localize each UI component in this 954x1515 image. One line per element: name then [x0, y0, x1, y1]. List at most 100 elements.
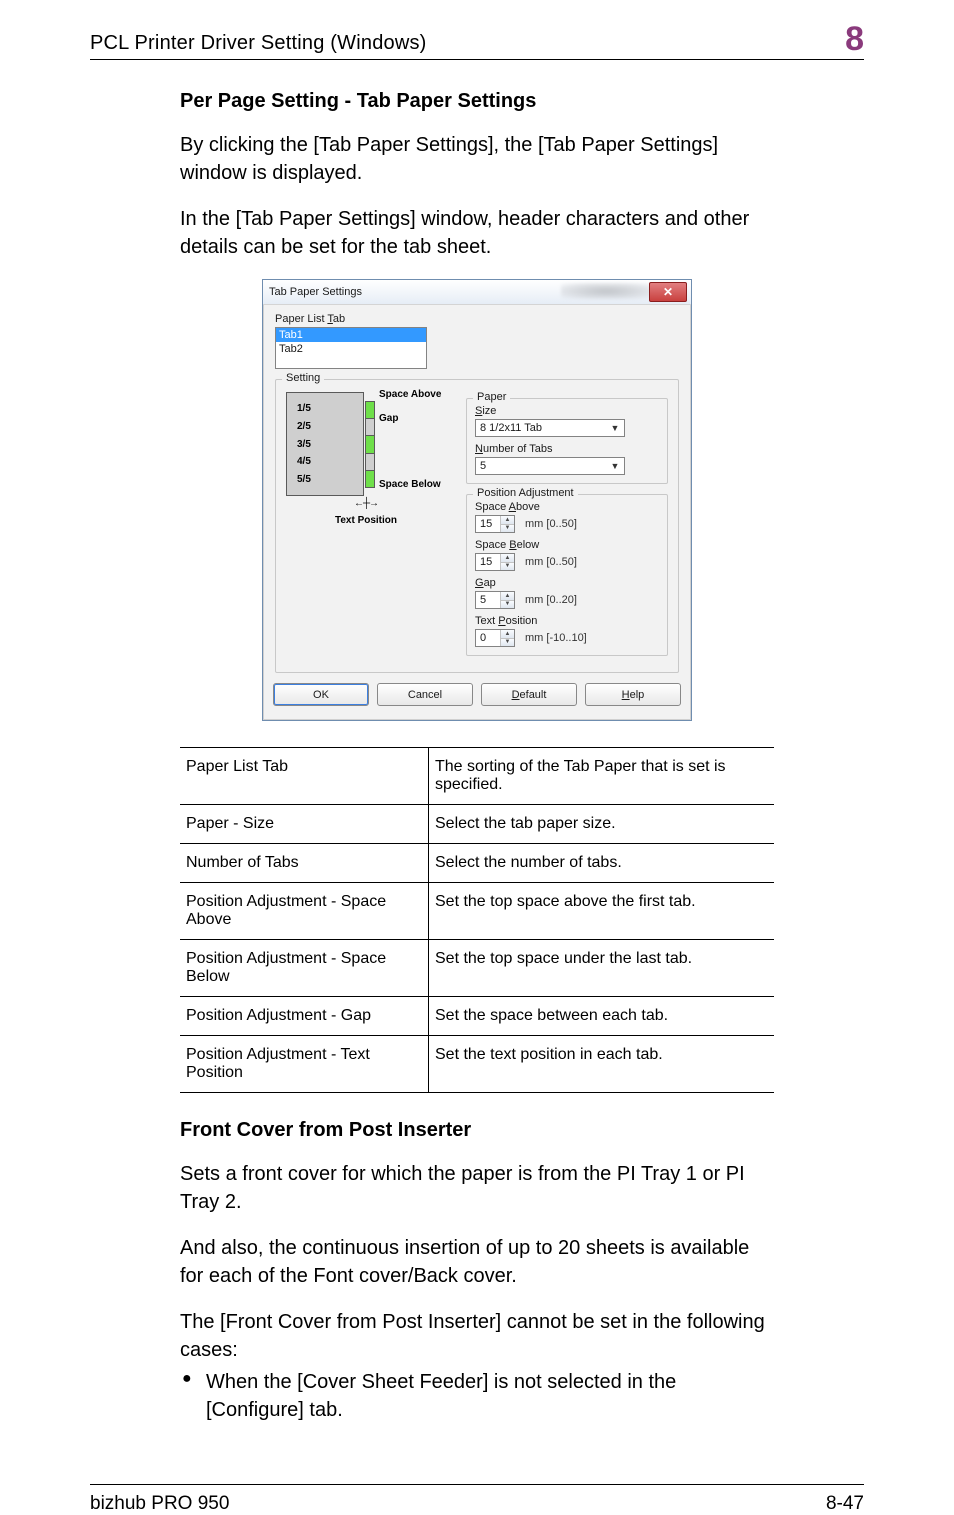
text-position-spin[interactable]: 0 ▲▼ [475, 629, 515, 647]
diagram-tab [365, 435, 375, 453]
paragraph: In the [Tab Paper Settings] window, head… [180, 205, 774, 261]
setting-legend: Setting [282, 372, 324, 384]
chevron-down-icon: ▼ [608, 421, 622, 435]
diagram-arrows: ←┼→ [286, 498, 446, 509]
table-cell-desc: Select the number of tabs. [429, 844, 775, 883]
table-cell-name: Position Adjustment - Gap [180, 997, 429, 1036]
table-cell-name: Number of Tabs [180, 844, 429, 883]
diagram-ann-space-below: Space Below [379, 479, 441, 490]
table-cell-name: Paper List Tab [180, 748, 429, 805]
position-adjustment-group: Position Adjustment Space Above 15 ▲▼ mm… [466, 494, 668, 656]
diagram-tab [365, 401, 375, 419]
step-down-icon[interactable]: ▼ [500, 601, 514, 609]
ok-button[interactable]: OK [273, 683, 369, 706]
table-row: Position Adjustment - Space BelowSet the… [180, 940, 774, 997]
diagram-ann-gap: Gap [379, 413, 398, 424]
space-above-value: 15 [480, 518, 492, 530]
num-tabs-value: 5 [480, 460, 486, 472]
cancel-button[interactable]: Cancel [377, 683, 473, 706]
diagram-tab [365, 470, 375, 488]
table-cell-name: Position Adjustment - Space Above [180, 883, 429, 940]
help-button[interactable]: Help [585, 683, 681, 706]
table-row: Position Adjustment - Text PositionSet t… [180, 1036, 774, 1093]
space-below-spin[interactable]: 15 ▲▼ [475, 553, 515, 571]
titlebar-blur-stub [561, 283, 651, 299]
diagram-tab [365, 418, 375, 436]
paragraph: Sets a front cover for which the paper i… [180, 1160, 774, 1216]
paragraph: By clicking the [Tab Paper Settings], th… [180, 131, 774, 187]
table-cell-desc: Set the space between each tab. [429, 997, 775, 1036]
gap-hint: mm [0..20] [525, 594, 577, 606]
chapter-number: 8 [845, 20, 864, 59]
space-below-value: 15 [480, 556, 492, 568]
table-cell-desc: Set the text position in each tab. [429, 1036, 775, 1093]
step-up-icon[interactable]: ▲ [500, 554, 514, 563]
tab-paper-settings-dialog: Tab Paper Settings ✕ Paper List Tab Tab1… [262, 279, 692, 721]
section-heading-front-cover: Front Cover from Post Inserter [180, 1119, 774, 1142]
space-above-label: Space Above [475, 501, 659, 513]
chevron-down-icon: ▼ [608, 459, 622, 473]
text-position-hint: mm [-10..10] [525, 632, 587, 644]
num-tabs-combo[interactable]: 5 ▼ [475, 457, 625, 475]
diagram-row: 4/5 [297, 456, 363, 467]
bullet-item: When the [Cover Sheet Feeder] is not sel… [180, 1368, 774, 1424]
diagram-tab [365, 453, 375, 471]
paragraph: And also, the continuous insertion of up… [180, 1234, 774, 1290]
size-combo[interactable]: 8 1/2x11 Tab ▼ [475, 419, 625, 437]
table-row: Number of TabsSelect the number of tabs. [180, 844, 774, 883]
table-cell-desc: Set the top space above the first tab. [429, 883, 775, 940]
tab-diagram: 1/5 2/5 3/5 4/5 5/5 [286, 388, 446, 662]
diagram-ann-space-above: Space Above [379, 389, 441, 400]
diagram-row: 1/5 [297, 403, 363, 414]
space-below-label: Space Below [475, 539, 659, 551]
space-above-hint: mm [0..50] [525, 518, 577, 530]
table-row: Position Adjustment - GapSet the space b… [180, 997, 774, 1036]
default-button[interactable]: Default [481, 683, 577, 706]
table-cell-name: Paper - Size [180, 805, 429, 844]
section-heading-tab-paper: Per Page Setting - Tab Paper Settings [180, 90, 774, 113]
step-up-icon[interactable]: ▲ [500, 630, 514, 639]
step-up-icon[interactable]: ▲ [500, 516, 514, 525]
space-above-spin[interactable]: 15 ▲▼ [475, 515, 515, 533]
gap-value: 5 [480, 594, 486, 606]
diagram-row: 2/5 [297, 421, 363, 432]
list-item[interactable]: Tab1 [276, 328, 426, 342]
diagram-text-position-label: Text Position [286, 515, 446, 526]
paper-group: Paper Size 8 1/2x11 Tab ▼ Number of Tabs… [466, 398, 668, 484]
table-cell-name: Position Adjustment - Space Below [180, 940, 429, 997]
space-below-hint: mm [0..50] [525, 556, 577, 568]
text-position-value: 0 [480, 632, 486, 644]
gap-label: Gap [475, 577, 659, 589]
num-tabs-label: Number of Tabs [475, 443, 659, 455]
diagram-page-thumb: 1/5 2/5 3/5 4/5 5/5 [286, 392, 364, 496]
settings-description-table: Paper List TabThe sorting of the Tab Pap… [180, 747, 774, 1093]
setting-group: Setting 1/5 2/5 3/5 4/5 [275, 379, 679, 673]
dialog-title: Tab Paper Settings [269, 286, 362, 298]
size-label: Size [475, 405, 659, 417]
close-button[interactable]: ✕ [649, 282, 687, 302]
dialog-titlebar: Tab Paper Settings ✕ [263, 280, 691, 305]
diagram-row: 5/5 [297, 474, 363, 485]
table-row: Paper - SizeSelect the tab paper size. [180, 805, 774, 844]
step-down-icon[interactable]: ▼ [500, 563, 514, 571]
paragraph: The [Front Cover from Post Inserter] can… [180, 1308, 774, 1364]
table-cell-desc: Set the top space under the last tab. [429, 940, 775, 997]
position-adjustment-legend: Position Adjustment [473, 487, 578, 499]
step-down-icon[interactable]: ▼ [500, 525, 514, 533]
paper-legend: Paper [473, 391, 510, 403]
step-up-icon[interactable]: ▲ [500, 592, 514, 601]
paper-list-tab-listbox[interactable]: Tab1 Tab2 [275, 327, 427, 369]
footer-product: bizhub PRO 950 [90, 1493, 229, 1515]
diagram-row: 3/5 [297, 439, 363, 450]
close-icon: ✕ [663, 285, 673, 299]
paper-list-label: Paper List Tab [275, 313, 679, 325]
gap-spin[interactable]: 5 ▲▼ [475, 591, 515, 609]
size-value: 8 1/2x11 Tab [480, 422, 542, 434]
table-cell-desc: Select the tab paper size. [429, 805, 775, 844]
table-row: Position Adjustment - Space AboveSet the… [180, 883, 774, 940]
list-item[interactable]: Tab2 [276, 342, 426, 356]
text-position-label: Text Position [475, 615, 659, 627]
running-title: PCL Printer Driver Setting (Windows) [90, 32, 427, 54]
step-down-icon[interactable]: ▼ [500, 639, 514, 647]
page-footer: bizhub PRO 950 8-47 [90, 1484, 864, 1515]
